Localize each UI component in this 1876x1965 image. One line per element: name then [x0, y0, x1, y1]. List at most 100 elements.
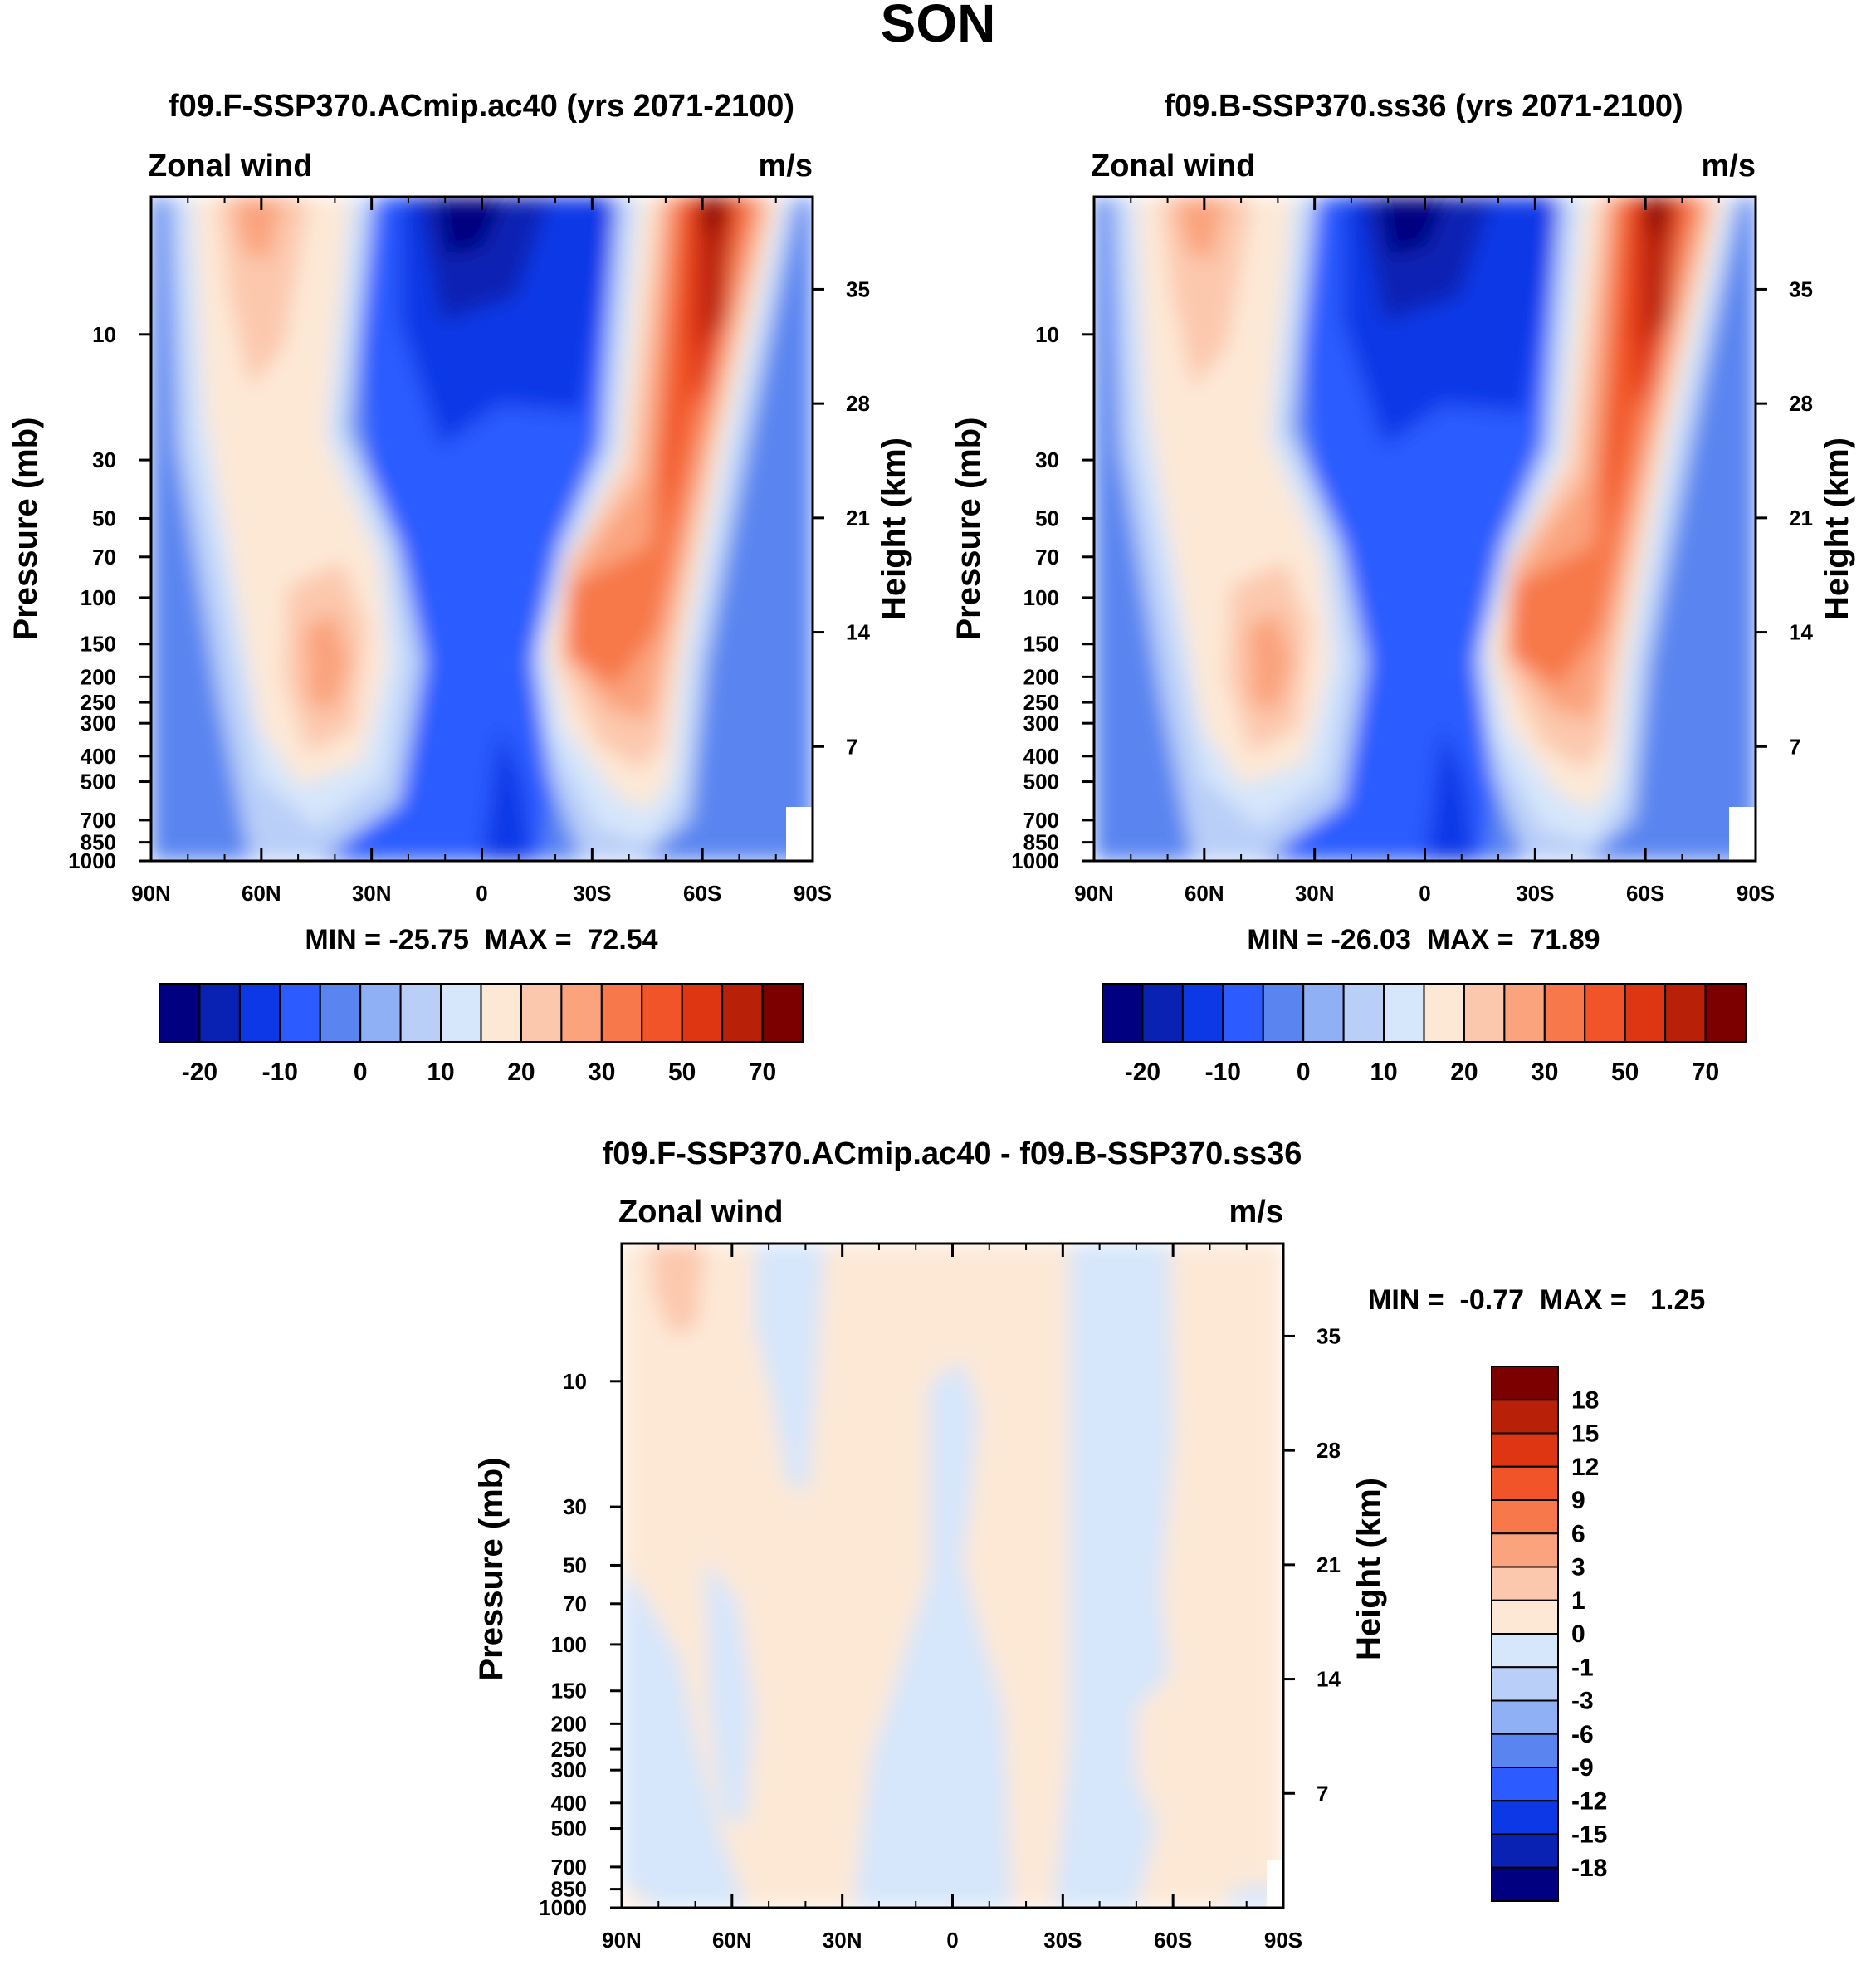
pressure-tick-label: 500: [1023, 770, 1059, 794]
x-tick-label: 90S: [1737, 881, 1775, 906]
pressure-tick-label: 250: [551, 1737, 587, 1762]
pressure-tick-label: 50: [563, 1552, 587, 1577]
colorbar-box: [1664, 983, 1707, 1043]
colorbar-box: [1491, 1866, 1559, 1902]
pressure-tick-label: 70: [92, 545, 116, 569]
colorbar-label: 1: [1571, 1587, 1585, 1615]
colorbar-label: -20: [182, 1058, 217, 1086]
colorbar-label: 0: [1297, 1058, 1311, 1086]
panel-a-contour-field: [151, 197, 813, 861]
colorbar-box: [1423, 983, 1465, 1043]
colorbar-label: 15: [1571, 1420, 1599, 1448]
colorbar-box: [1491, 1366, 1559, 1401]
pressure-tick-label: 30: [92, 447, 116, 472]
x-tick-label: 30N: [352, 881, 392, 906]
x-tick-label: 60N: [712, 1928, 752, 1953]
pressure-tick-label: 30: [563, 1494, 587, 1519]
pressure-tick-label: 70: [563, 1591, 587, 1616]
x-tick-label: 90S: [1264, 1928, 1302, 1953]
height-tick-label: 7: [846, 734, 857, 759]
pressure-tick-label: 10: [563, 1369, 587, 1394]
colorbar-box: [1491, 1399, 1559, 1435]
x-tick-label: 0: [476, 881, 487, 906]
pressure-tick-label: 1000: [539, 1895, 587, 1920]
pressure-tick-label: 500: [81, 770, 116, 794]
colorbar-box: [1102, 983, 1144, 1043]
colorbar-box: [1262, 983, 1305, 1043]
colorbar-box: [1342, 983, 1385, 1043]
colorbar-box: [681, 983, 724, 1043]
colorbar-box: [1181, 983, 1224, 1043]
pressure-tick-label: 200: [551, 1711, 587, 1736]
height-tick-label: 28: [1789, 391, 1813, 416]
colorbar-label: 20: [507, 1058, 535, 1086]
x-tick-label: 90N: [1074, 881, 1114, 906]
colorbar-label: 18: [1571, 1386, 1599, 1414]
colorbar-label: -18: [1571, 1855, 1607, 1882]
colorbar-label: 30: [588, 1058, 615, 1086]
panel-a-axes: 90N 60N 30N 0 30S 60S 90S103050701001502002503…: [68, 197, 870, 906]
x-tick-label: 90N: [602, 1928, 642, 1953]
colorbar-box: [480, 983, 522, 1043]
x-tick-label: 30N: [1295, 881, 1335, 906]
pressure-tick-label: 400: [81, 744, 116, 769]
panel-b-right-label: m/s: [1702, 149, 1756, 183]
panel-a-y2label: Height (km): [876, 437, 912, 620]
panel-a: f09.F-SSP370.ACmip.ac40 (yrs 2071-2100) …: [7, 89, 912, 1086]
pressure-tick-label: 300: [551, 1757, 587, 1782]
pressure-tick-label: 10: [1035, 322, 1059, 347]
x-tick-label: 60S: [1154, 1928, 1192, 1953]
colorbar-box: [1491, 1499, 1559, 1535]
pressure-tick-label: 250: [1023, 690, 1059, 715]
pressure-tick-label: 850: [551, 1877, 587, 1902]
pressure-tick-label: 50: [92, 506, 116, 530]
colorbar-box: [1503, 983, 1546, 1043]
x-tick-label: 90S: [794, 881, 832, 906]
colorbar-box: [359, 983, 402, 1043]
colorbar-label: -6: [1571, 1721, 1594, 1748]
x-tick-label: 90N: [131, 881, 171, 906]
colorbar-box: [1491, 1532, 1559, 1568]
pressure-tick-label: 70: [1035, 545, 1059, 569]
panel-c-stats: MIN = -0.77 MAX = 1.25: [1368, 1284, 1705, 1316]
pressure-tick-label: 300: [1023, 711, 1059, 736]
colorbar-box: [1222, 983, 1264, 1043]
panel-a-left-label: Zonal wind: [148, 149, 312, 183]
height-tick-label: 35: [846, 276, 870, 301]
panel-c-left-label: Zonal wind: [618, 1195, 783, 1229]
height-tick-label: 28: [1317, 1438, 1341, 1463]
colorbar-box: [1141, 983, 1184, 1043]
panel-b: f09.B-SSP370.ss36 (yrs 2071-2100) Zonal …: [950, 89, 1855, 1086]
height-tick-label: 14: [1789, 620, 1813, 645]
colorbar-label: -9: [1571, 1754, 1594, 1782]
colorbar-label: 30: [1531, 1058, 1558, 1086]
x-tick-label: 0: [1419, 881, 1430, 906]
height-tick-label: 21: [1317, 1552, 1341, 1577]
colorbar-box: [1491, 1767, 1559, 1802]
pressure-tick-label: 1000: [1011, 848, 1059, 873]
panel-c-axes: 90N 60N 30N 0 30S 60S 90S103050701001502002503…: [539, 1244, 1341, 1953]
colorbar-label: -1: [1571, 1654, 1594, 1681]
x-tick-label: 60S: [1626, 881, 1664, 906]
colorbar-label: 3: [1571, 1554, 1585, 1581]
panel-c-ylabel: Pressure (mb): [473, 1458, 510, 1681]
colorbar-label: 50: [1611, 1058, 1639, 1086]
colorbar-box: [399, 983, 442, 1043]
pressure-tick-label: 700: [81, 808, 116, 833]
colorbar-label: 10: [427, 1058, 454, 1086]
colorbar-box: [238, 983, 281, 1043]
pressure-tick-label: 700: [551, 1855, 587, 1879]
figure-title: SON: [881, 0, 996, 53]
panel-b-colorbar: -20 -10 0 10 20 30 50 70: [1102, 983, 1747, 1086]
colorbar-box: [1491, 1432, 1559, 1468]
colorbar-box: [1491, 1465, 1559, 1501]
colorbar-box: [1624, 983, 1667, 1043]
panel-a-stats: MIN = -25.75 MAX = 72.54: [305, 924, 657, 956]
colorbar-box: [1383, 983, 1425, 1043]
panel-c-title: f09.F-SSP370.ACmip.ac40 - f09.B-SSP370.s…: [603, 1136, 1302, 1171]
colorbar-label: -3: [1571, 1688, 1594, 1715]
colorbar-box: [319, 983, 362, 1043]
pressure-tick-label: 30: [1035, 447, 1059, 472]
colorbar-label: 10: [1370, 1058, 1397, 1086]
